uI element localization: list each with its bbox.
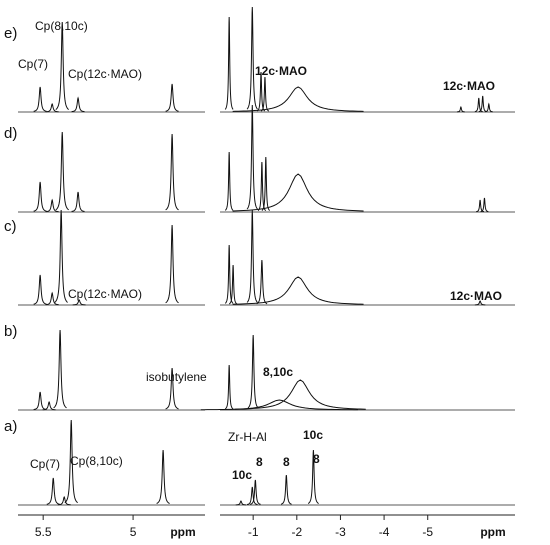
annotation: isobutylene (146, 370, 207, 384)
trace-label: d) (4, 125, 17, 142)
peak (232, 86, 364, 112)
x-tick-label: -2 (291, 525, 302, 539)
trace-label: a) (4, 418, 17, 435)
peak (228, 264, 238, 305)
annotation: 8,10c (263, 365, 293, 379)
peak (33, 391, 47, 411)
peak (478, 95, 487, 113)
trace-label: c) (4, 218, 17, 235)
peak (46, 477, 60, 505)
annotation: Cp(7) (30, 457, 60, 471)
peak (474, 300, 486, 306)
peak (224, 151, 234, 211)
annotation: Cp(8,10c) (70, 454, 123, 468)
annotation: Cp(12c·MAO) (68, 287, 142, 301)
annotation: 8 (283, 455, 290, 469)
x-tick-label: -4 (379, 525, 390, 539)
peak (72, 299, 86, 306)
peak (246, 6, 258, 110)
peak (224, 364, 234, 410)
annotation: 10c (232, 468, 252, 482)
x-tick-label: -3 (335, 525, 346, 539)
x-axis-label: ppm (480, 525, 505, 539)
peak (256, 259, 268, 305)
x-tick-label: 5 (130, 525, 137, 539)
x-tick-label: 5.5 (35, 525, 52, 539)
annotation: Cp(7) (18, 57, 48, 71)
peak (33, 86, 47, 112)
peak (474, 97, 483, 113)
peak (476, 199, 485, 213)
peak (247, 334, 259, 409)
peak (232, 276, 364, 305)
peak (224, 16, 234, 110)
peak (235, 500, 247, 506)
annotation: 8 (256, 455, 263, 469)
peak (165, 367, 179, 410)
peak (249, 479, 261, 505)
peak (55, 131, 69, 211)
peak (224, 244, 234, 304)
x-axis-label: ppm (170, 525, 195, 539)
peak (45, 102, 59, 113)
peak (64, 419, 78, 504)
peak (165, 83, 179, 112)
peak (55, 21, 70, 110)
peak (307, 449, 319, 504)
annotation: 12c·MAO (443, 79, 495, 93)
peak (165, 133, 179, 211)
peak (165, 224, 179, 304)
annotation: 8 (313, 452, 320, 466)
peak (156, 449, 170, 504)
peak (71, 191, 85, 212)
peak (33, 274, 47, 305)
peak (200, 399, 358, 411)
peak (456, 105, 465, 113)
peak (246, 209, 258, 303)
peak (234, 379, 366, 410)
peak (484, 102, 493, 113)
peak (53, 329, 67, 409)
peak (45, 291, 59, 306)
peak (232, 173, 364, 212)
annotation: Cp(8,10c) (35, 19, 88, 33)
annotation: 12c·MAO (450, 289, 502, 303)
peak (42, 400, 56, 411)
peak (280, 474, 292, 505)
peak (480, 197, 489, 213)
peak (33, 181, 47, 212)
annotation: 10c (303, 428, 323, 442)
x-tick-label: -5 (422, 525, 433, 539)
annotation: Zr-H-Al (228, 430, 267, 444)
peak (45, 198, 59, 213)
trace-label: b) (4, 323, 17, 340)
annotation: 12c·MAO (255, 64, 307, 78)
trace-label: e) (4, 25, 17, 42)
peak (54, 209, 68, 303)
annotation: Cp(12c·MAO) (68, 67, 142, 81)
peak (246, 486, 258, 506)
peak (71, 96, 85, 113)
peak (246, 104, 258, 210)
x-tick-label: -1 (248, 525, 259, 539)
peak (57, 495, 71, 506)
